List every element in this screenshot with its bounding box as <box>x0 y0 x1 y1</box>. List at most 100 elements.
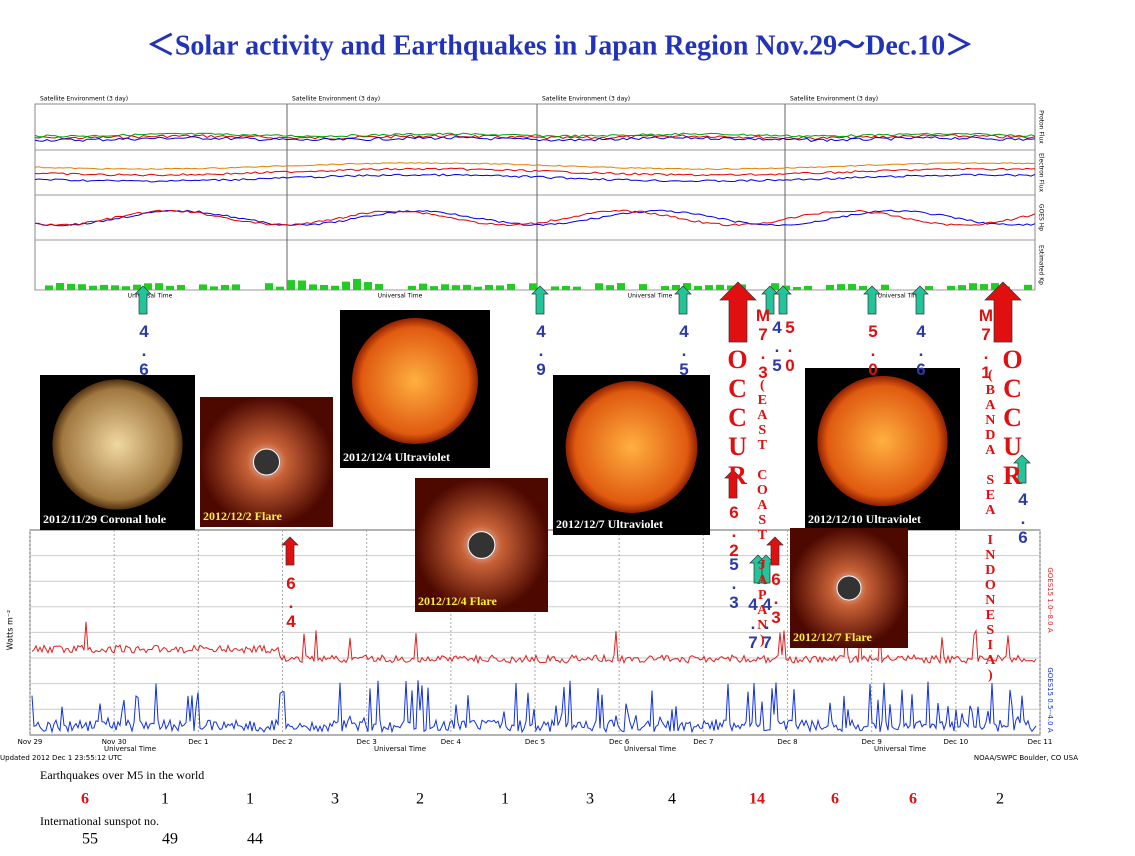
kp-bar <box>793 286 801 290</box>
note: OCCUR <box>998 345 1027 490</box>
kp-bar <box>507 283 515 290</box>
kp-bar <box>56 283 64 290</box>
kp-bar <box>353 278 361 290</box>
kp-bar <box>221 284 229 290</box>
date-label: Dec 11 <box>1028 738 1053 746</box>
axis-label: Universal Time <box>104 745 156 753</box>
kp-bar <box>496 285 504 290</box>
kp-bar <box>199 284 207 290</box>
kp-bar <box>210 286 218 290</box>
occulter <box>467 531 496 559</box>
sunspot-number: 49 <box>162 831 178 848</box>
kp-bar <box>331 285 339 290</box>
short-trace <box>31 680 1037 734</box>
kp-bar <box>342 281 350 290</box>
kp-bar <box>771 283 779 290</box>
magnitude-label: 5.0 <box>781 318 800 375</box>
kp-bar <box>991 283 999 290</box>
earthquake-count: 3 <box>331 791 339 808</box>
arrow <box>766 536 784 566</box>
kp-bar <box>958 285 966 290</box>
kp-bar <box>485 284 493 290</box>
date-label: Dec 10 <box>943 738 968 746</box>
occulter <box>836 575 862 601</box>
kp-bar <box>859 285 867 290</box>
date-label: Dec 9 <box>862 738 882 746</box>
kp-bar <box>881 284 889 290</box>
arrow <box>281 536 299 566</box>
kp-bar <box>177 284 185 290</box>
earthquake-count: 6 <box>831 791 839 808</box>
magnitude-label: 6.2 <box>725 503 744 560</box>
trace <box>34 136 1036 142</box>
kp-bar <box>320 284 328 290</box>
kp-bar <box>573 286 581 290</box>
panel-label: Proton Flux <box>1038 110 1045 144</box>
kp-bar <box>804 285 812 290</box>
kp-bar <box>595 283 603 290</box>
kp-bar <box>474 286 482 290</box>
caption: 2012/12/7 Ultraviolet <box>556 517 663 531</box>
magnitude-label: 4.6 <box>1014 490 1033 547</box>
kp-bar <box>430 286 438 290</box>
kp-bar <box>606 285 614 290</box>
kp-bar <box>727 285 735 290</box>
earthquake-count: 3 <box>586 791 594 808</box>
kp-bar <box>111 285 119 290</box>
arrow <box>134 285 152 315</box>
arrow <box>724 469 742 499</box>
caption: 2012/12/4 Ultraviolet <box>343 450 450 464</box>
kp-bar <box>419 283 427 290</box>
note: OCCUR <box>723 345 752 490</box>
updated: Updated 2012 Dec 1 23:55:12 UTC <box>0 754 122 762</box>
earthquake-label: Earthquakes over M5 in the world <box>40 768 204 782</box>
arrow <box>774 285 792 315</box>
frame <box>34 103 1036 291</box>
arrow <box>984 281 1022 343</box>
earthquake-count: 6 <box>81 791 89 808</box>
axis-label: Universal Time <box>378 293 423 300</box>
kp-bar <box>452 285 460 290</box>
panel-label: Estimated Kp <box>1038 245 1045 285</box>
kp-bar <box>925 286 933 290</box>
panel-header: Satellite Environment (3 day) <box>542 96 630 103</box>
trace <box>34 209 1036 227</box>
magnitude-label: M7.1 <box>977 306 996 382</box>
annotations: 4.6 4.9 4.5 M7.34.55.0 5.0 4.6 M7.14.66.46.25.… <box>134 281 1033 683</box>
kp-bar <box>694 285 702 290</box>
earthquake-count: 2 <box>996 791 1004 808</box>
axis-label: Universal Time <box>624 745 676 753</box>
kp-bar <box>463 284 471 290</box>
sun <box>52 379 183 510</box>
magnitude-label: 4.9 <box>532 322 551 379</box>
kp-bar <box>980 284 988 290</box>
caption: 2012/12/10 Ultraviolet <box>808 512 921 526</box>
magnitude-label: 4.7 <box>758 595 777 652</box>
magnitude-label: 6.3 <box>767 570 786 627</box>
kp-bar <box>837 284 845 290</box>
note: (BANDA SEA INDONESIA) <box>983 368 998 683</box>
kp-bar <box>309 284 317 290</box>
kp-bar <box>551 286 559 290</box>
panel-label: GOES Hp <box>1038 204 1045 231</box>
kp-bar <box>969 283 977 290</box>
arrow <box>674 285 692 315</box>
magnitude-label: 4.5 <box>768 318 787 375</box>
caption: 2012/12/7 Flare <box>793 630 872 644</box>
caption: 2012/12/2 Flare <box>203 509 282 523</box>
kp-bar <box>782 285 790 290</box>
kp-bar <box>529 283 537 290</box>
panel-label: Electron Flux <box>1038 153 1045 192</box>
date-label: Dec 7 <box>693 738 713 746</box>
kp-bar <box>947 285 955 290</box>
kp-bar <box>848 284 856 290</box>
kp-bar <box>375 283 383 290</box>
occulter <box>253 448 280 476</box>
axis-label: Universal Time <box>878 293 923 300</box>
kp-bar <box>144 283 152 290</box>
sunspot-number: 55 <box>82 831 98 848</box>
axis-label: Universal Time <box>374 745 426 753</box>
magnitude-label: M7.3 <box>754 306 773 382</box>
panel-header: Satellite Environment (3 day) <box>292 96 380 103</box>
panel-header: Satellite Environment (3 day) <box>790 96 878 103</box>
